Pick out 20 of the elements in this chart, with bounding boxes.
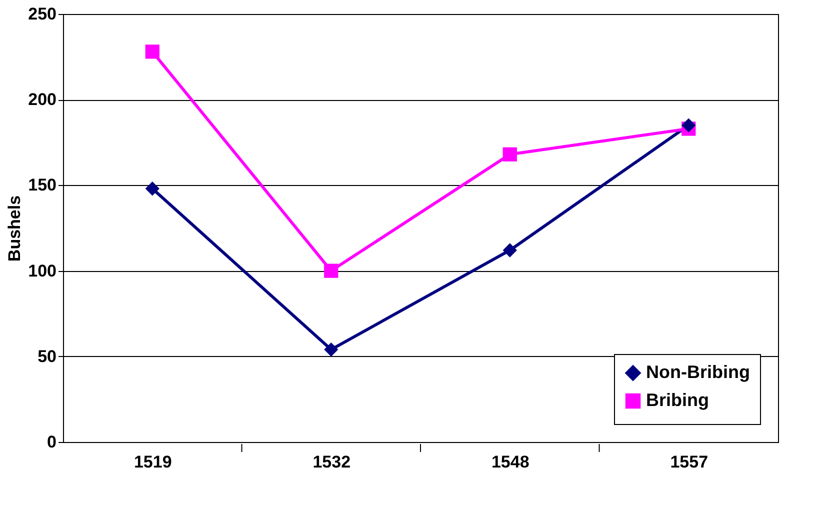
y-tick-label: 100 — [28, 261, 56, 280]
y-tick-label: 150 — [28, 176, 56, 195]
point — [682, 118, 696, 132]
y-tick-label: 250 — [28, 4, 56, 24]
point — [502, 147, 517, 162]
point — [502, 243, 517, 258]
x-tick-label: 1519 — [134, 452, 172, 472]
point — [145, 44, 160, 59]
x-tick-label: 1532 — [312, 452, 351, 472]
x-tick-label: 1557 — [670, 452, 708, 472]
x-tick-label: 1548 — [491, 452, 530, 472]
y-tick-label: 50 — [38, 346, 56, 366]
y-axis-title: Bushels — [5, 195, 24, 262]
legend-label: Bribing — [646, 390, 709, 410]
point — [324, 342, 338, 357]
y-tick-label: 200 — [28, 90, 56, 110]
y-tick-label: 0 — [47, 432, 56, 452]
point — [324, 264, 338, 278]
legend-label: Non-Bribing — [646, 362, 750, 382]
point — [145, 182, 160, 196]
